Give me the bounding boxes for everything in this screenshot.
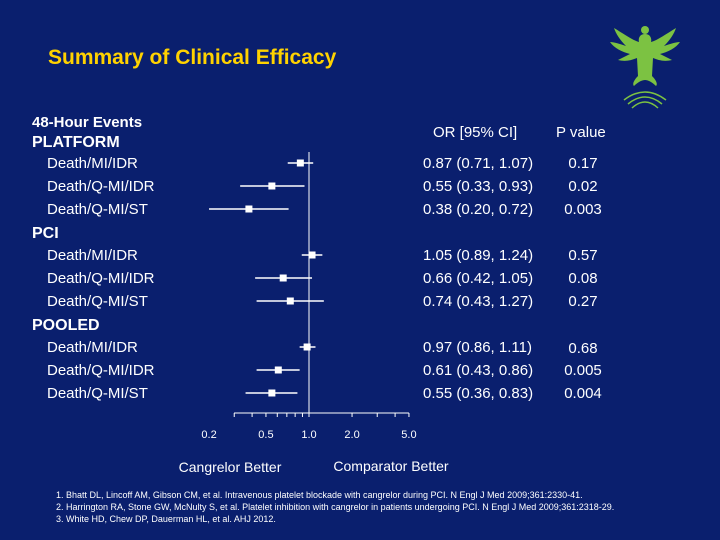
or-value: 0.97 (0.86, 1.11) — [423, 339, 532, 356]
p-value: 0.68 — [568, 340, 598, 357]
or-point-marker — [245, 205, 253, 213]
or-point-marker — [268, 182, 276, 190]
or-point-marker — [279, 274, 287, 282]
or-value: 0.61 (0.43, 0.86) — [423, 362, 534, 379]
row-label: Death/Q-MI/ST — [47, 385, 148, 402]
x-tick-label: 1.0 — [301, 429, 316, 441]
or-column-header: OR [95% CI] — [433, 124, 518, 141]
section-header: 48-Hour Events — [32, 114, 143, 131]
group-label-pci: PCI — [32, 225, 59, 242]
cangrelor-better-label: Cangrelor Better — [179, 459, 282, 475]
row-label: Death/Q-MI/ST — [47, 293, 148, 310]
comparator-better-label: Comparator Better — [333, 458, 448, 474]
x-tick-label: 5.0 — [401, 429, 416, 441]
or-point-marker — [296, 159, 304, 167]
eagle-logo-icon — [610, 26, 680, 109]
p-value: 0.004 — [564, 385, 602, 402]
footnote: 2. Harrington RA, Stone GW, McNulty S, e… — [56, 502, 615, 512]
slide-title: Summary of Clinical Efficacy — [48, 46, 337, 69]
footnote: 1. Bhatt DL, Lincoff AM, Gibson CM, et a… — [56, 490, 583, 500]
group-label-platform: PLATFORM — [32, 134, 120, 151]
or-point-marker — [274, 366, 282, 374]
p-value: 0.57 — [568, 247, 598, 264]
or-value: 0.74 (0.43, 1.27) — [423, 293, 534, 310]
row-label: Death/Q-MI/IDR — [47, 270, 155, 287]
or-value: 1.05 (0.89, 1.24) — [423, 247, 534, 264]
row-label: Death/MI/IDR — [47, 247, 138, 264]
row-label: Death/MI/IDR — [47, 155, 138, 172]
or-point-marker — [308, 251, 316, 259]
or-point-marker — [286, 297, 294, 305]
p-value: 0.17 — [568, 155, 598, 172]
p-value: 0.08 — [568, 270, 598, 287]
p-value: 0.005 — [564, 362, 602, 379]
or-value: 0.87 (0.71, 1.07) — [423, 155, 534, 172]
p-value-column-header: P value — [556, 124, 606, 141]
group-label-pooled: POOLED — [32, 317, 100, 334]
p-value: 0.27 — [568, 293, 598, 310]
or-point-marker — [303, 343, 311, 351]
footnotes: 1. Bhatt DL, Lincoff AM, Gibson CM, et a… — [56, 489, 716, 525]
or-value: 0.38 (0.20, 0.72) — [423, 201, 534, 218]
or-value: 0.55 (0.36, 0.83) — [423, 385, 534, 402]
or-value: 0.55 (0.33, 0.93) — [423, 178, 534, 195]
row-label: Death/Q-MI/IDR — [47, 362, 155, 379]
x-tick-label: 0.2 — [201, 429, 216, 441]
or-value: 0.66 (0.42, 1.05) — [423, 270, 534, 287]
footnote: 3. White HD, Chew DP, Dauerman HL, et al… — [56, 514, 276, 524]
row-label: Death/Q-MI/ST — [47, 201, 148, 218]
p-value: 0.003 — [564, 201, 602, 218]
row-label: Death/MI/IDR — [47, 339, 138, 356]
x-tick-label: 0.5 — [258, 429, 273, 441]
row-label: Death/Q-MI/IDR — [47, 178, 155, 195]
or-point-marker — [268, 389, 276, 397]
x-tick-label: 2.0 — [344, 429, 359, 441]
p-value: 0.02 — [568, 178, 598, 195]
